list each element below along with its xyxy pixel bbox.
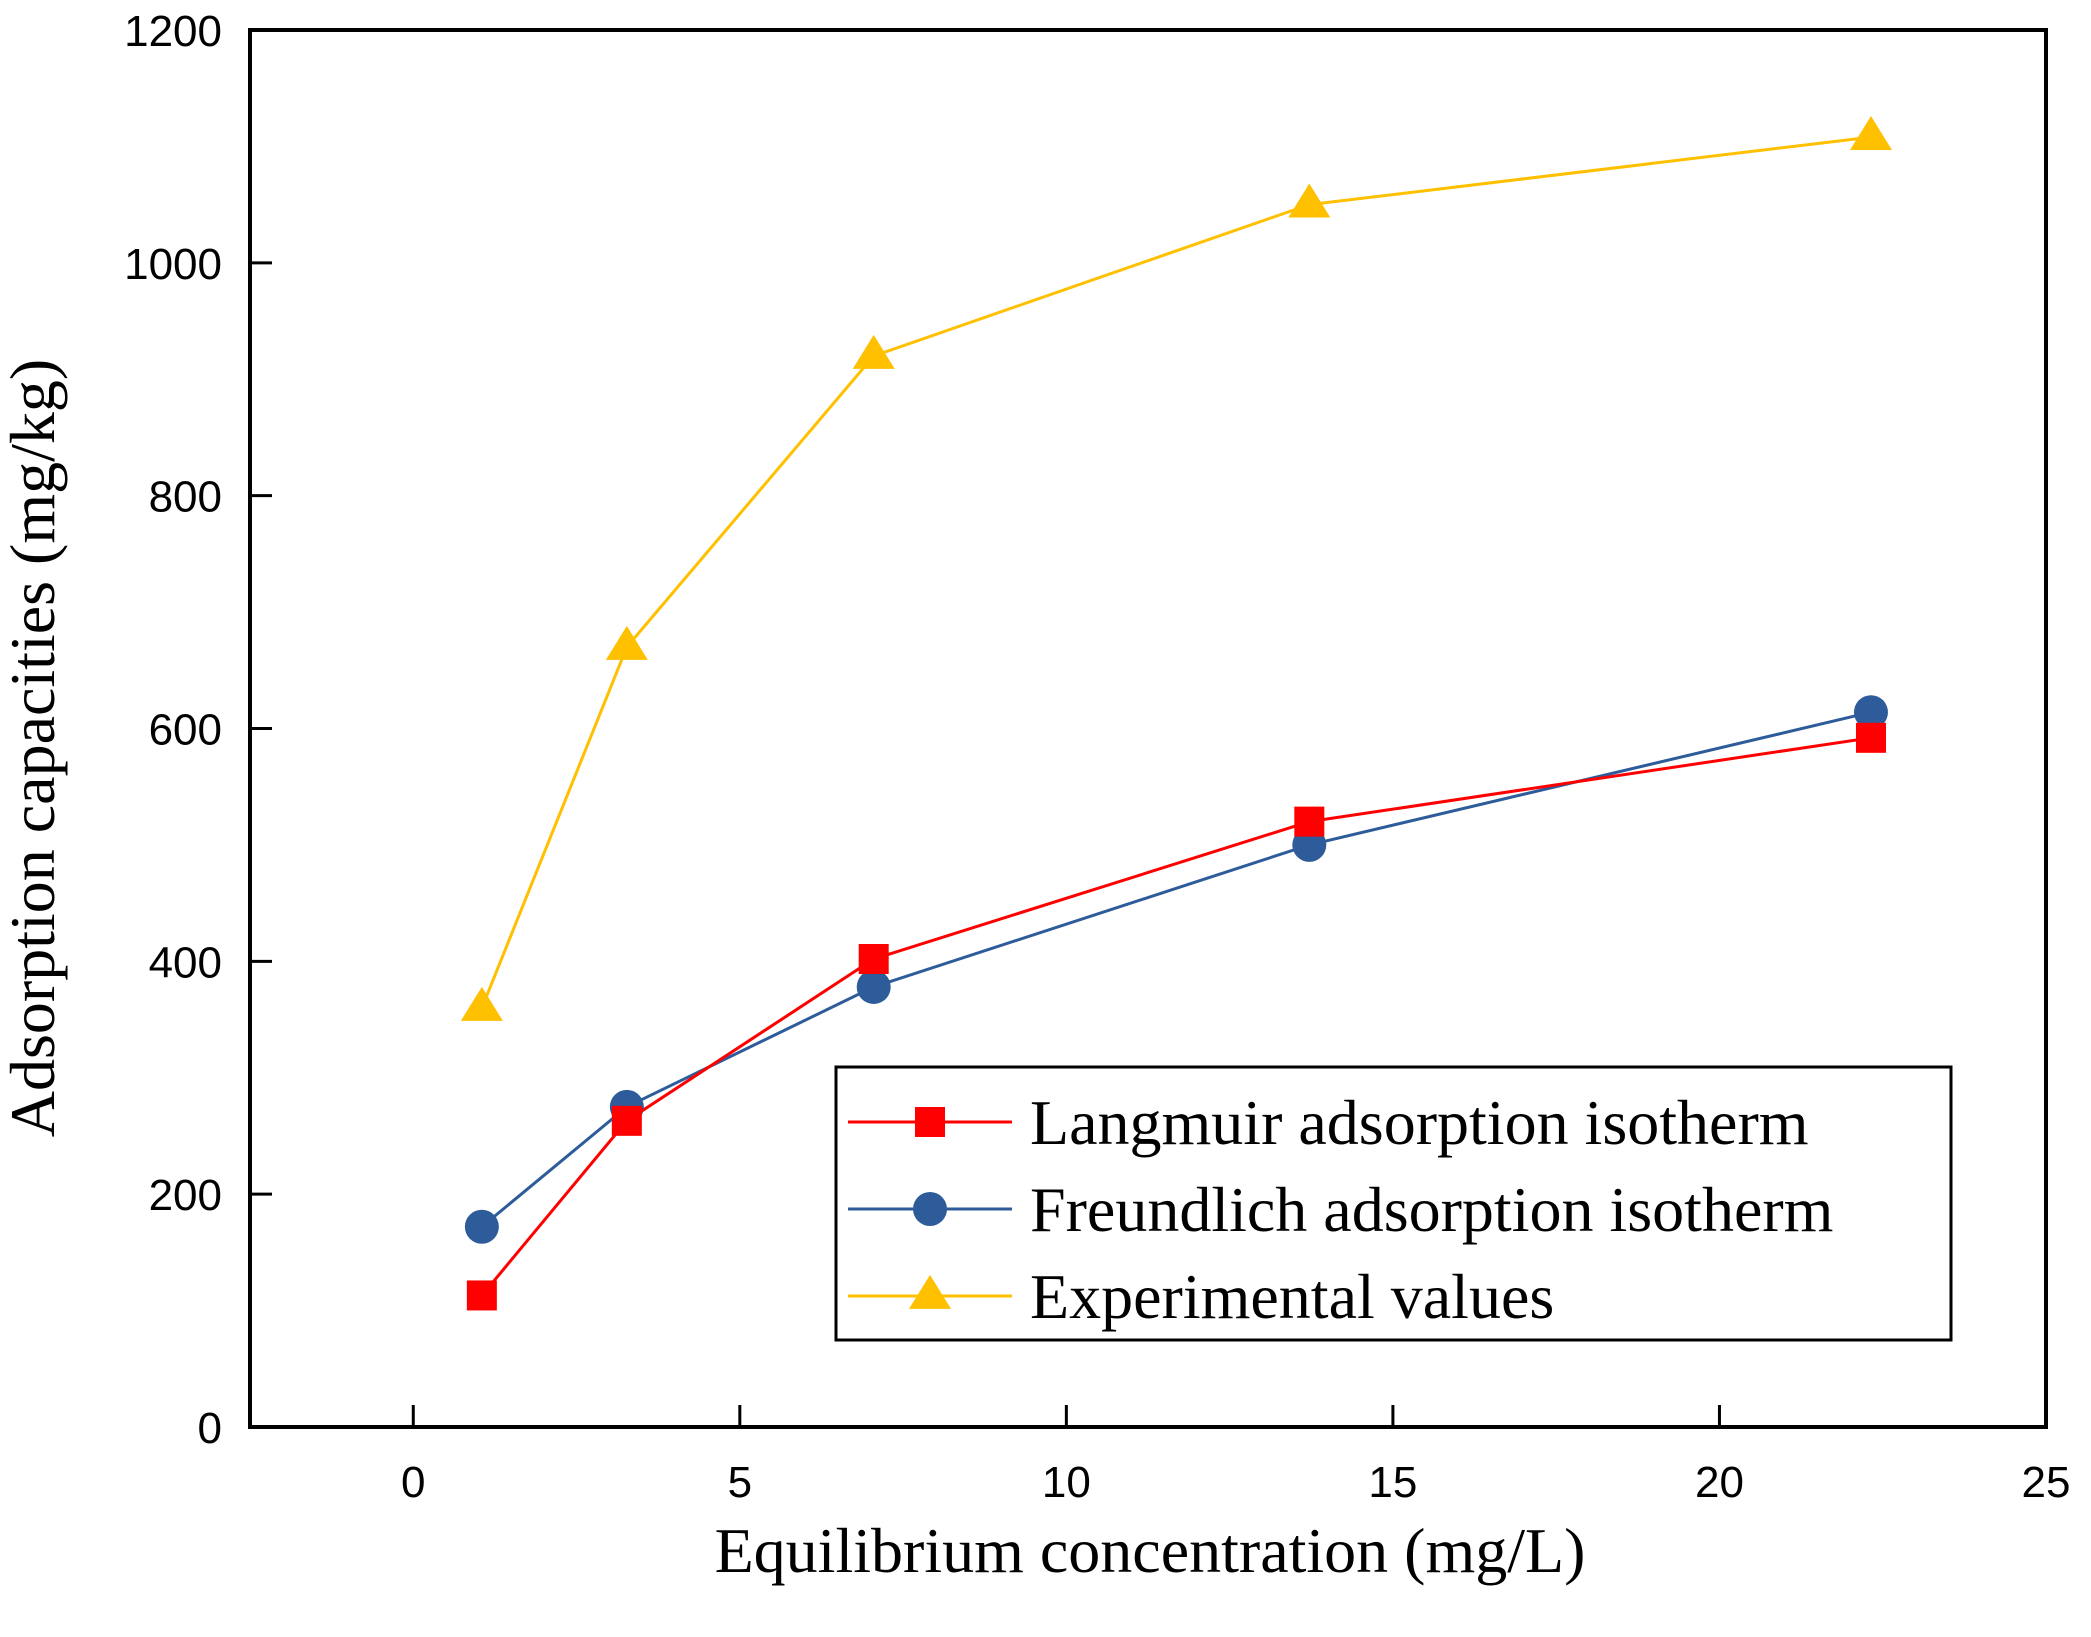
y-tick-label: 1000 bbox=[124, 240, 222, 289]
data-point bbox=[460, 986, 503, 1021]
x-tick-label: 10 bbox=[1042, 1458, 1091, 1507]
y-tick-label: 200 bbox=[149, 1171, 222, 1220]
series-experimental-values bbox=[460, 116, 1892, 1021]
data-point bbox=[1855, 722, 1886, 753]
y-tick-label: 400 bbox=[149, 938, 222, 987]
data-point bbox=[611, 1105, 642, 1136]
y-tick-label: 800 bbox=[149, 473, 222, 522]
y-axis-title: Adsorption capacities (mg/kg) bbox=[0, 359, 68, 1137]
legend-label: Langmuir adsorption isotherm bbox=[1030, 1087, 1809, 1158]
data-point bbox=[856, 969, 891, 1004]
x-tick-label: 20 bbox=[1695, 1458, 1744, 1507]
legend-marker bbox=[915, 1107, 945, 1137]
y-tick-label: 600 bbox=[149, 706, 222, 755]
data-point bbox=[605, 625, 648, 660]
data-point bbox=[464, 1209, 499, 1244]
y-tick-label: 0 bbox=[198, 1404, 222, 1453]
data-point bbox=[1849, 116, 1892, 151]
axes-layer: 0 5 10 15 20 25 0 200 400 600 800 1000 1200 bbox=[124, 7, 2070, 1507]
data-point bbox=[852, 334, 895, 369]
series-langmuir-adsorption-isotherm bbox=[466, 722, 1886, 1311]
data-point bbox=[466, 1280, 497, 1311]
legend-label: Freundlich adsorption isotherm bbox=[1030, 1174, 1833, 1245]
legend-label: Experimental values bbox=[1030, 1261, 1554, 1332]
legend-entry: Freundlich adsorption isotherm bbox=[848, 1174, 1833, 1245]
data-point bbox=[858, 944, 889, 975]
series-line bbox=[480, 135, 1872, 1009]
legend-entry: Experimental values bbox=[848, 1261, 1554, 1332]
x-axis-title: Equilibrium concentration (mg/L) bbox=[715, 1515, 1586, 1586]
y-tick-label: 1200 bbox=[124, 7, 222, 56]
data-point bbox=[1853, 695, 1888, 730]
x-tick-label: 25 bbox=[2022, 1458, 2071, 1507]
x-tick-label: 15 bbox=[1368, 1458, 1417, 1507]
data-point bbox=[1294, 806, 1325, 837]
legend: Langmuir adsorption isotherm Freundlich a… bbox=[834, 1065, 1953, 1342]
legend-entry: Langmuir adsorption isotherm bbox=[848, 1087, 1809, 1158]
legend-marker bbox=[909, 1274, 951, 1309]
legend-box bbox=[834, 1065, 1953, 1342]
data-point bbox=[1288, 183, 1331, 218]
x-tick-label: 5 bbox=[728, 1458, 752, 1507]
x-tick-label: 0 bbox=[401, 1458, 425, 1507]
series-layer bbox=[460, 116, 1892, 1311]
legend-marker bbox=[913, 1192, 947, 1226]
